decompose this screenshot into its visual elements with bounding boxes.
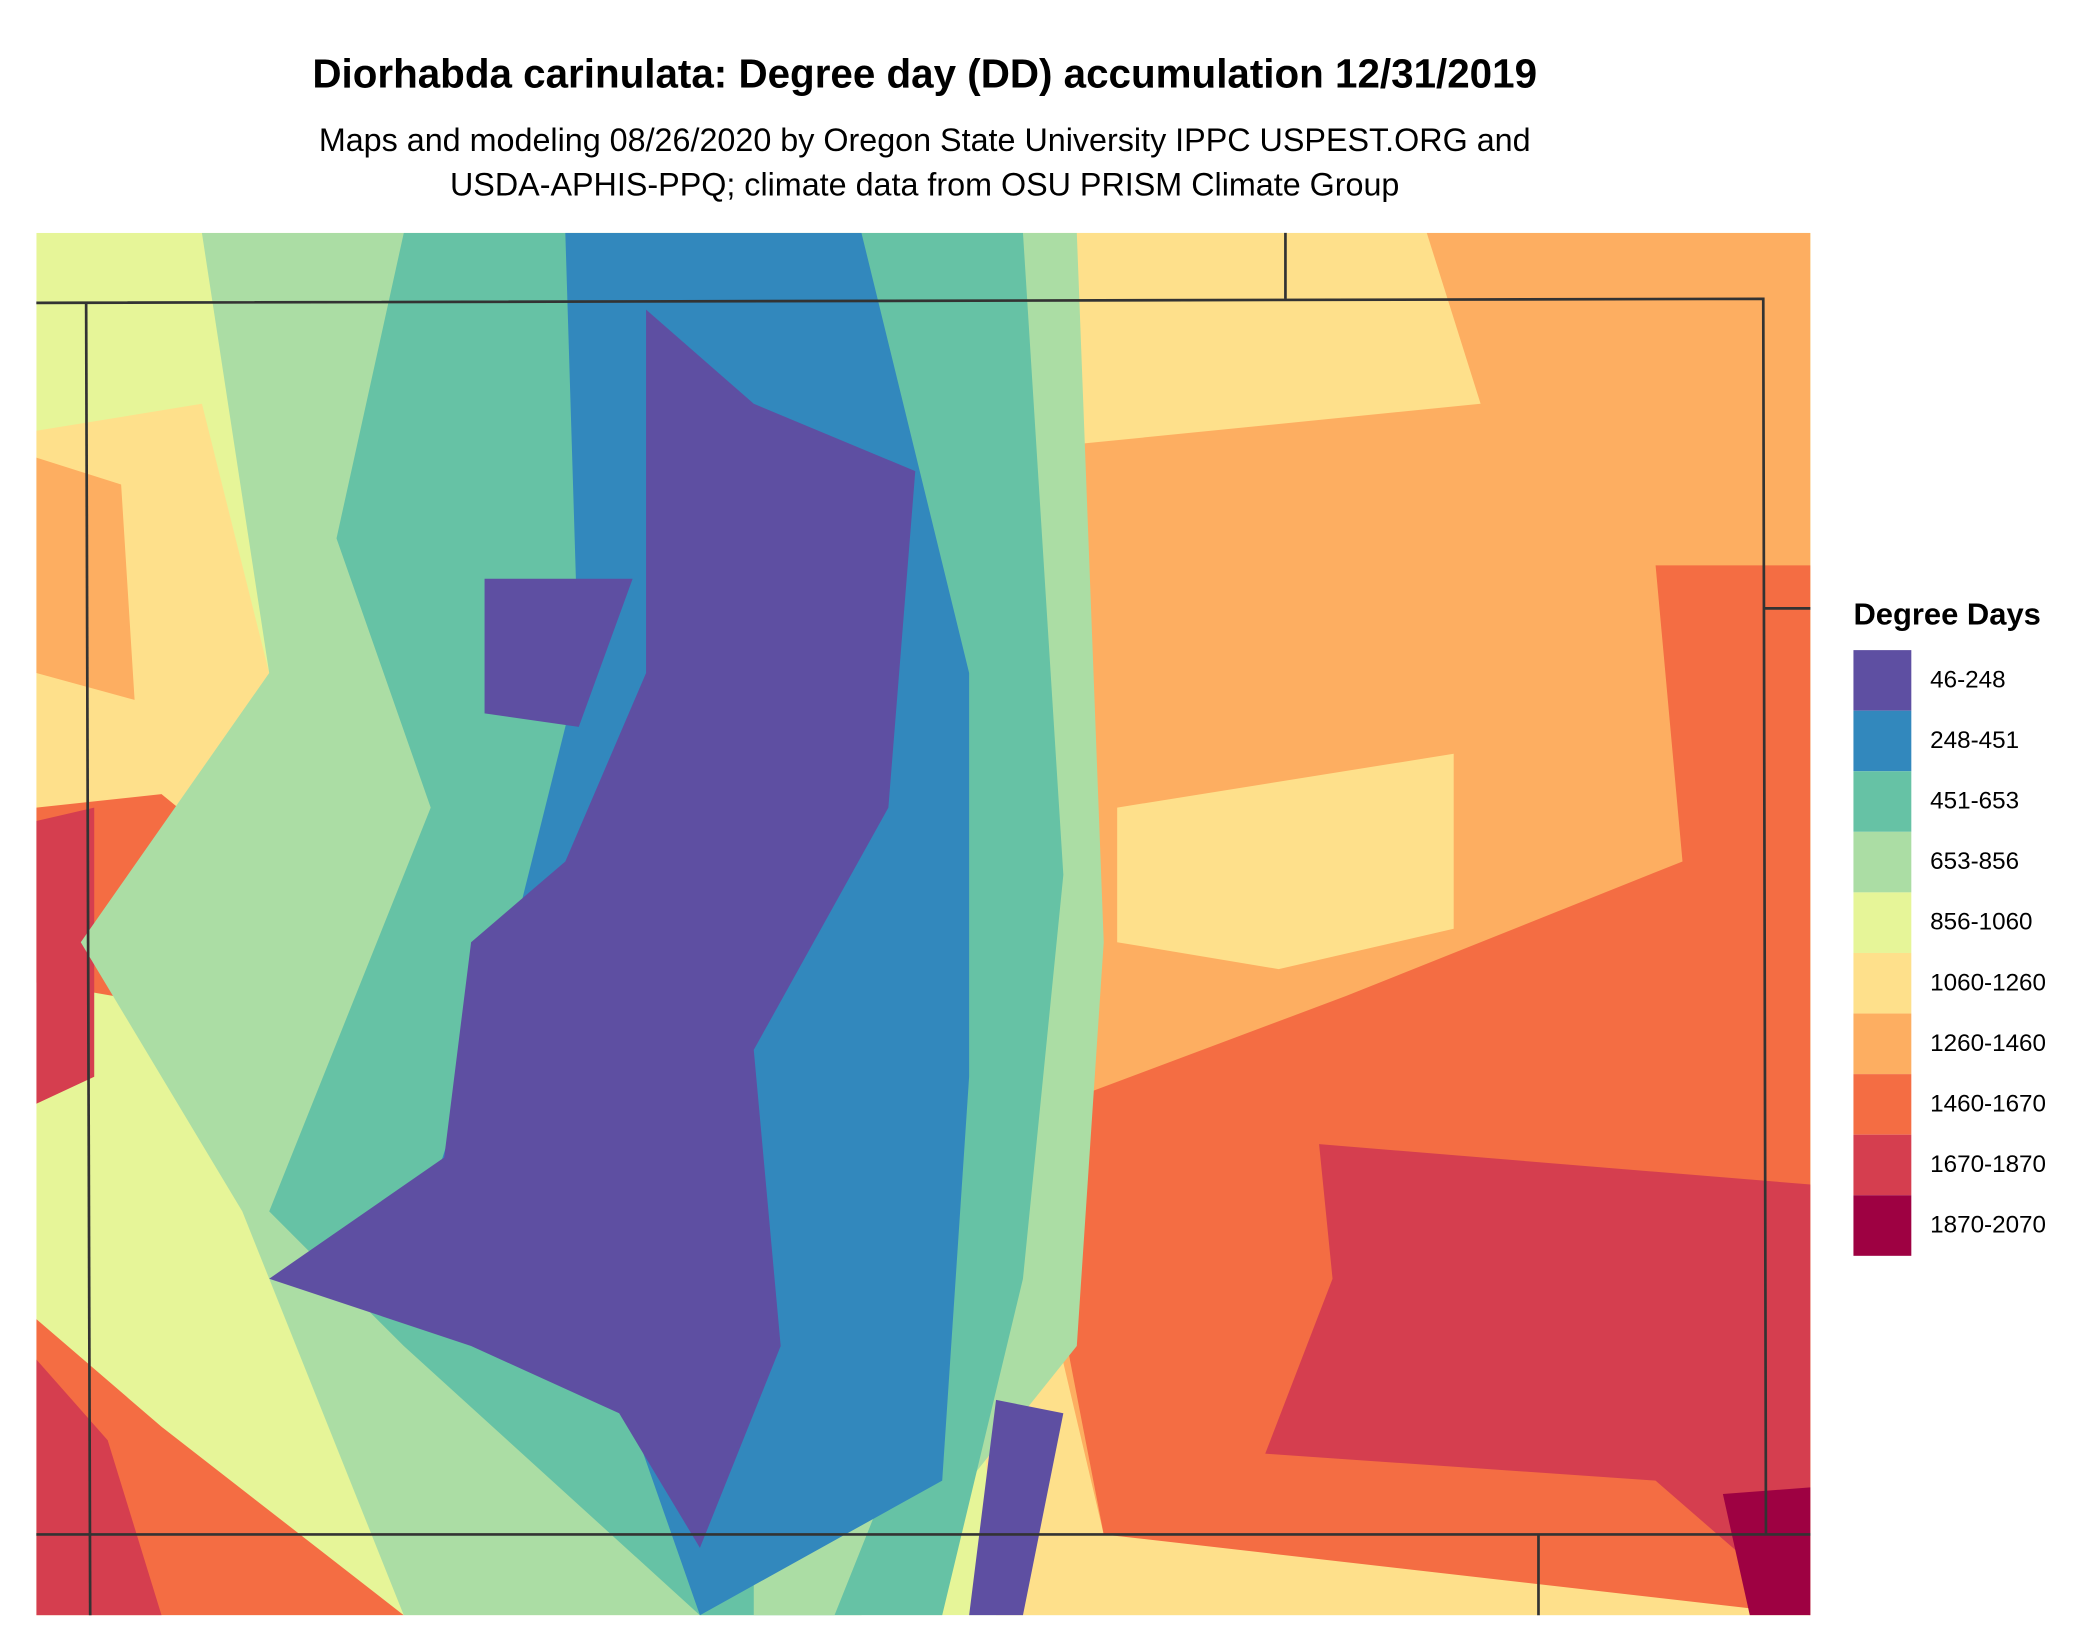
legend-label: 248-451	[1930, 727, 2019, 754]
legend-swatch	[1853, 771, 1912, 832]
raster-map	[36, 232, 1811, 1616]
legend-swatch	[1853, 710, 1912, 772]
legend-swatch	[1853, 952, 1912, 1014]
zone	[1117, 753, 1454, 970]
legend-swatch	[1853, 1134, 1912, 1196]
legend-label: 1460-1670	[1930, 1090, 2046, 1117]
legend-swatch	[1853, 1013, 1912, 1075]
zone	[484, 578, 633, 727]
legend-label: 451-653	[1930, 788, 2019, 815]
legend-swatch	[1853, 1195, 1912, 1256]
legend-title: Degree Days	[1853, 597, 2040, 632]
legend-swatch	[1853, 650, 1912, 711]
legend: 46-248 248-451 451-653 653-856 856-1060 1060-…	[1853, 650, 2046, 1256]
zone	[36, 807, 95, 1104]
legend-label: 1060-1260	[1930, 969, 2046, 996]
zone	[1265, 1144, 1811, 1616]
zone	[36, 1359, 162, 1616]
legend-label: 1870-2070	[1930, 1212, 2046, 1239]
map-title: Diorhabda carinulata: Degree day (DD) ac…	[312, 50, 1537, 96]
zone	[36, 457, 135, 700]
legend-label: 856-1060	[1930, 909, 2032, 936]
legend-label: 1260-1460	[1930, 1030, 2046, 1057]
state-borders	[36, 232, 1811, 1616]
zone	[269, 309, 916, 1548]
legend-swatch	[1853, 892, 1912, 953]
map-subtitle: USDA-APHIS-PPQ; climate data from OSU PR…	[450, 167, 1399, 203]
map-subtitle: Maps and modeling 08/26/2020 by Oregon S…	[319, 122, 1531, 158]
zone	[969, 1399, 1064, 1616]
legend-label: 653-856	[1930, 848, 2019, 875]
zone	[1722, 1487, 1811, 1616]
legend-swatch	[1853, 1074, 1912, 1135]
legend-label: 46-248	[1930, 666, 2005, 693]
legend-label: 1670-1870	[1930, 1151, 2046, 1178]
legend-swatch	[1853, 831, 1912, 893]
